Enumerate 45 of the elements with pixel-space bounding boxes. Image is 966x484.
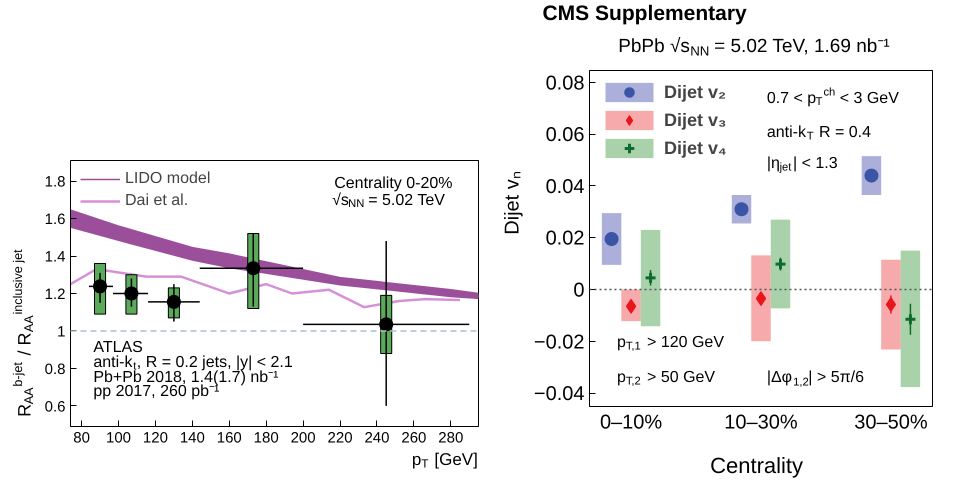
legend-label: LIDO model xyxy=(125,170,210,188)
x-tick-label: 140 xyxy=(180,430,205,446)
legend-label: Dijet v₄ xyxy=(664,138,727,158)
x-tick-label: 0–10% xyxy=(600,412,662,434)
y-tick-label: 1.2 xyxy=(44,286,66,303)
x-tick-label: 80 xyxy=(73,430,90,446)
y-tick-label: 0.06 xyxy=(546,124,585,146)
annotation: pp 2017, 260 pb⁻¹ xyxy=(93,382,220,400)
y-axis-title: Dijet vₙ xyxy=(502,171,524,235)
y-tick-label: 1.4 xyxy=(44,248,66,266)
bar xyxy=(881,260,901,350)
x-tick-label: 120 xyxy=(142,430,168,446)
x-tick-label: 220 xyxy=(328,430,353,446)
annotation: ATLAS xyxy=(93,339,143,356)
x-tick-label: 180 xyxy=(254,430,279,446)
y-tick-label: 0.04 xyxy=(546,176,585,198)
x-axis-title: Centrality xyxy=(710,453,804,478)
y-tick-label: 0.08 xyxy=(546,72,585,94)
y-tick-label: 0 xyxy=(573,279,584,302)
x-tick-label: 200 xyxy=(290,430,316,446)
legend-label: Dijet v₂ xyxy=(664,82,726,102)
y-tick-label: 1 xyxy=(57,323,66,340)
x-tick-label: 280 xyxy=(438,430,464,446)
x-tick-label: 100 xyxy=(106,430,132,446)
bar xyxy=(900,250,920,388)
x-tick-label: 10–30% xyxy=(724,412,798,434)
y-tick-label: 1.8 xyxy=(44,174,66,191)
y-axis-title: RAAb-jet / RAAinclusive jet xyxy=(11,248,36,417)
bar xyxy=(770,220,790,308)
legend-label: Dijet v₃ xyxy=(664,110,726,130)
x-tick-label: 160 xyxy=(216,430,242,446)
y-tick-label: 0.6 xyxy=(44,398,66,416)
x-tick-label: 30–50% xyxy=(854,412,928,434)
legend-label: Dai et al. xyxy=(125,192,188,210)
bar xyxy=(640,230,660,326)
chart-title: CMS Supplementary xyxy=(542,2,748,25)
annotation: Centrality 0-20% xyxy=(334,174,453,192)
y-tick-label: 1.6 xyxy=(44,211,66,228)
y-tick-label: 0.8 xyxy=(44,360,66,378)
y-tick-label: 0.02 xyxy=(546,228,585,250)
bar xyxy=(751,255,771,342)
y-tick-label: −0.02 xyxy=(534,331,585,354)
x-tick-label: 240 xyxy=(364,430,390,446)
y-tick-label: −0.04 xyxy=(534,383,585,406)
x-tick-label: 260 xyxy=(401,430,426,446)
